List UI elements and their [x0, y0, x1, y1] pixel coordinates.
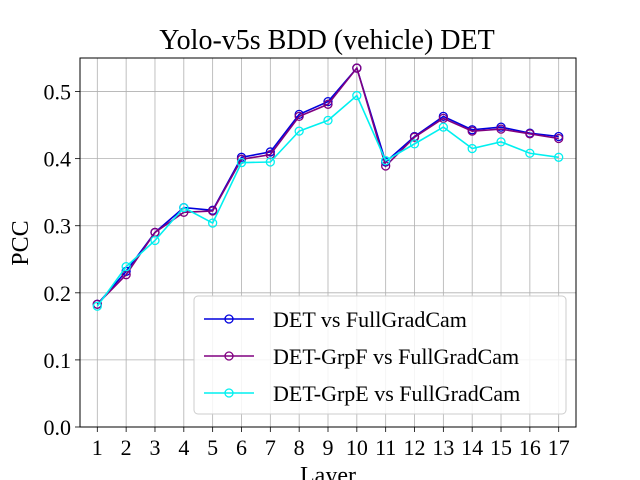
- y-tick-label: 0.0: [44, 415, 72, 440]
- x-tick-label: 1: [92, 435, 103, 460]
- series-3-point: [467, 143, 477, 154]
- x-tick-label: 15: [490, 435, 512, 460]
- x-axis-label: Layer: [300, 463, 356, 480]
- x-tick-label: 2: [121, 435, 132, 460]
- legend-label: DET-GrpE vs FullGradCam: [273, 381, 520, 406]
- chart-title: Yolo-v5s BDD (vehicle) DET: [159, 25, 494, 56]
- x-tick-label: 9: [323, 435, 334, 460]
- x-tick-label: 7: [265, 435, 276, 460]
- series-2-point: [554, 133, 564, 144]
- series-1-point: [323, 96, 333, 107]
- x-tick-label: 14: [461, 435, 483, 460]
- x-tick-label: 11: [375, 435, 396, 460]
- y-axis-label: PCC: [8, 220, 34, 265]
- legend: DET vs FullGradCam DET-GrpF vs FullGradCa…: [193, 295, 567, 415]
- series-3-line: [96, 94, 559, 307]
- x-tick-label: 12: [404, 435, 426, 460]
- series-3-point: [409, 139, 420, 149]
- legend-box: [193, 295, 567, 415]
- series-3-point: [179, 202, 189, 213]
- series-2-point: [438, 113, 448, 124]
- series-3-point: [352, 90, 362, 101]
- x-tick-label: 4: [178, 435, 189, 460]
- series-2-point: [525, 129, 535, 139]
- series-3-point: [554, 152, 564, 162]
- series-3-point: [208, 218, 218, 228]
- series-3-point: [323, 115, 333, 126]
- series-3-point: [150, 235, 160, 246]
- legend-label: DET vs FullGradCam: [273, 307, 467, 332]
- series-2-point: [409, 132, 420, 142]
- x-tick-label: 16: [519, 435, 541, 460]
- series-2-point: [496, 124, 506, 134]
- series-2-point: [467, 126, 477, 136]
- series-3-point: [294, 126, 304, 136]
- y-tick-label: 0.2: [44, 281, 72, 306]
- x-tick-label: 13: [432, 435, 454, 460]
- x-tick-label: 8: [294, 435, 305, 460]
- y-tick-label: 0.3: [44, 214, 72, 239]
- legend-marker: [224, 314, 234, 324]
- y-tick-label: 0.5: [44, 80, 72, 105]
- series-3-point: [381, 155, 391, 166]
- series-2-point: [208, 206, 218, 216]
- series-3-point: [438, 122, 448, 132]
- x-tick-label: 5: [207, 435, 218, 460]
- x-tick-label: 10: [346, 435, 368, 460]
- plot-series: [92, 63, 564, 311]
- series-3-point: [496, 137, 506, 147]
- series-2-point: [352, 63, 362, 73]
- series-2-point: [294, 111, 304, 122]
- series-2-point: [323, 99, 333, 109]
- series-2-point: [381, 161, 391, 171]
- y-tick-label: 0.1: [44, 348, 72, 373]
- legend-label: DET-GrpF vs FullGradCam: [273, 344, 519, 369]
- series-1-line: [96, 66, 559, 305]
- series-1-point: [265, 147, 275, 157]
- series-3-point: [92, 301, 102, 311]
- x-axis-ticks: 1 2 3 4 5 6 7 8 9 10 11 12 13 14 15 16 17: [92, 427, 570, 460]
- x-tick-label: 17: [548, 435, 570, 460]
- series-3-point: [265, 157, 275, 167]
- y-tick-label: 0.4: [44, 147, 72, 172]
- series-3-point: [236, 158, 247, 168]
- x-tick-label: 3: [149, 435, 160, 460]
- series-3-point: [121, 262, 131, 272]
- legend-marker: [224, 351, 234, 361]
- legend-marker: [224, 388, 234, 398]
- series-3-point: [525, 148, 535, 158]
- y-axis-ticks: 0.0 0.1 0.2 0.3 0.4 0.5: [44, 80, 80, 440]
- x-tick-label: 6: [236, 435, 247, 460]
